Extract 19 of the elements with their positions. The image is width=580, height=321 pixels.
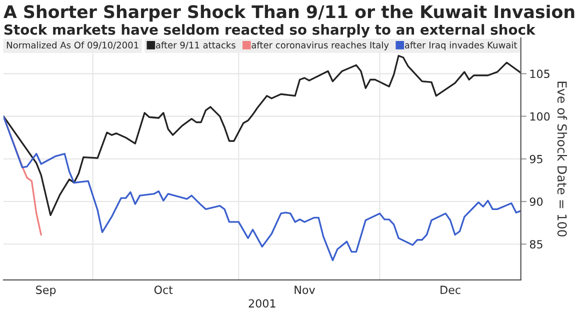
x-tick-label: Sep	[36, 286, 56, 296]
x-tick-label: Oct	[154, 286, 173, 294]
chart-subtitle: Stock markets have seldom reacted so sharply to an external shock	[4, 24, 536, 38]
chart-title: A Shorter Sharper Shock Than 9/11 or the Kuwait Invasion	[4, 4, 574, 22]
legend-label: after coronavirus reaches Italy	[252, 41, 389, 50]
y-tick-label: 100	[530, 112, 550, 121]
y-tick-label: 90	[530, 197, 543, 206]
x-tick-label: Nov	[294, 286, 315, 294]
legend-label: after Iraq invades Kuwait	[404, 41, 518, 50]
legend-label: after 9/11 attacks	[156, 41, 236, 50]
line-series	[3, 115, 521, 262]
y-axis-title: Eve of Shock Date = 100	[557, 82, 568, 236]
y-tick-label: 85	[530, 240, 542, 248]
x-axis-title: 2001	[248, 299, 276, 308]
y-tick-label: 95	[530, 154, 542, 164]
y-tick-label: 105	[530, 70, 550, 78]
x-tick-label: Dec	[440, 286, 460, 294]
legend-title: Normalized As Of 09/10/2001	[6, 42, 138, 50]
line-series	[3, 54, 521, 216]
